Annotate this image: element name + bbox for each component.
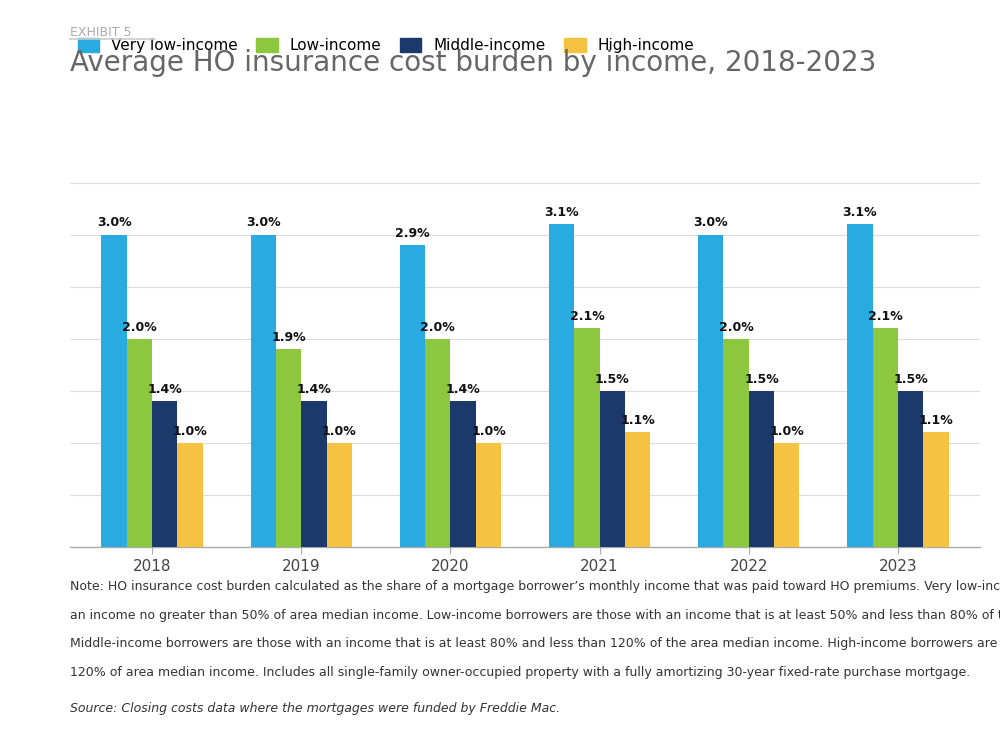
Bar [873, 328, 898, 547]
Text: 2.1%: 2.1% [868, 310, 903, 323]
Bar [400, 245, 425, 547]
Text: 3.0%: 3.0% [97, 216, 131, 229]
Bar [698, 234, 723, 547]
Text: 2.0%: 2.0% [420, 321, 455, 333]
Text: EXHIBIT 5: EXHIBIT 5 [70, 26, 132, 39]
Bar [774, 443, 799, 547]
Bar [574, 328, 600, 547]
Text: Average HO insurance cost burden by income, 2018-2023: Average HO insurance cost burden by inco… [70, 49, 876, 76]
Text: 1.4%: 1.4% [446, 383, 480, 396]
Bar [327, 443, 352, 547]
Bar [923, 432, 949, 547]
Text: 1.9%: 1.9% [271, 331, 306, 344]
Text: 1.0%: 1.0% [471, 425, 506, 437]
Bar [127, 339, 152, 547]
Text: 1.0%: 1.0% [769, 425, 804, 437]
Text: 1.1%: 1.1% [620, 414, 655, 427]
Legend: Very low-income, Low-income, Middle-income, High-income: Very low-income, Low-income, Middle-inco… [78, 37, 695, 53]
Bar [749, 391, 774, 547]
Text: 1.4%: 1.4% [297, 383, 331, 396]
Text: 2.0%: 2.0% [719, 321, 753, 333]
Text: 3.0%: 3.0% [693, 216, 728, 229]
Bar [251, 234, 276, 547]
Text: 2.0%: 2.0% [122, 321, 157, 333]
Bar [847, 224, 873, 547]
Bar [152, 401, 177, 547]
Text: 2.9%: 2.9% [395, 227, 430, 240]
Text: 3.0%: 3.0% [246, 216, 281, 229]
Text: 1.4%: 1.4% [147, 383, 182, 396]
Bar [723, 339, 749, 547]
Bar [476, 443, 501, 547]
Text: 1.5%: 1.5% [595, 372, 630, 386]
Text: 1.5%: 1.5% [744, 372, 779, 386]
Text: 2.1%: 2.1% [570, 310, 604, 323]
Text: 1.5%: 1.5% [893, 372, 928, 386]
Text: 1.0%: 1.0% [173, 425, 207, 437]
Bar [425, 339, 450, 547]
Bar [600, 391, 625, 547]
Text: Source: Closing costs data where the mortgages were funded by Freddie Mac.: Source: Closing costs data where the mor… [70, 702, 560, 715]
Bar [101, 234, 127, 547]
Text: Note: HO insurance cost burden calculated as the share of a mortgage borrower’s : Note: HO insurance cost burden calculate… [70, 580, 1000, 593]
Bar [301, 401, 327, 547]
Bar [625, 432, 650, 547]
Bar [450, 401, 476, 547]
Text: Middle-income borrowers are those with an income that is at least 80% and less t: Middle-income borrowers are those with a… [70, 637, 1000, 650]
Bar [549, 224, 574, 547]
Bar [177, 443, 203, 547]
Text: 1.1%: 1.1% [919, 414, 953, 427]
Bar [898, 391, 923, 547]
Text: 3.1%: 3.1% [544, 206, 579, 219]
Text: an income no greater than 50% of area median income. Low-income borrowers are th: an income no greater than 50% of area me… [70, 609, 1000, 622]
Bar [276, 349, 301, 547]
Text: 120% of area median income. Includes all single-family owner-occupied property w: 120% of area median income. Includes all… [70, 666, 970, 679]
Text: 3.1%: 3.1% [843, 206, 877, 219]
Text: 1.0%: 1.0% [322, 425, 357, 437]
